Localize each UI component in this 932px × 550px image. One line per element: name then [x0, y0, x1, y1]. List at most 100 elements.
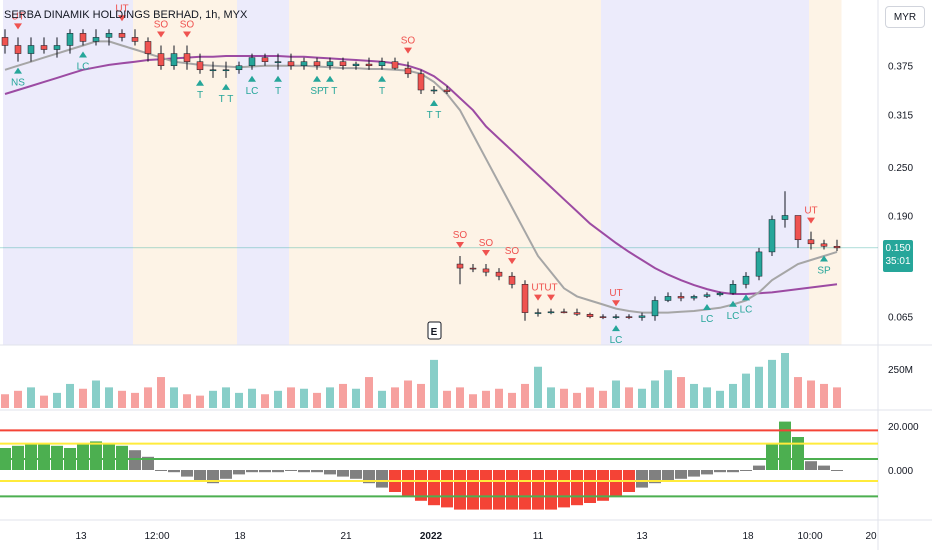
oscillator-bar: [519, 470, 531, 510]
oscillator-axis-tick: 20.000: [888, 422, 919, 433]
buy-marker-label: T T: [323, 86, 338, 97]
candle-body: [651, 300, 659, 317]
oscillator-bar: [753, 465, 765, 470]
bar-countdown: 35:01: [885, 256, 911, 267]
time-axis-tick: 21: [340, 531, 352, 542]
oscillator-bar: [441, 470, 453, 508]
time-axis-tick: 13: [75, 531, 87, 542]
buy-marker-label: LC: [610, 335, 623, 346]
candle-body: [794, 215, 802, 241]
volume-bar: [794, 377, 802, 408]
buy-marker-arrow: [222, 83, 230, 90]
sell-marker-label: SO: [154, 19, 169, 30]
price-axis-tick: 0.250: [888, 163, 913, 174]
candle-body: [495, 271, 503, 277]
time-axis-tick: 13: [636, 531, 648, 542]
oscillator-bar: [428, 470, 440, 506]
oscillator-bar: [324, 470, 336, 475]
oscillator-bar: [597, 470, 609, 501]
buy-marker-label: T: [275, 86, 281, 97]
candle-body: [469, 267, 477, 270]
candle-body: [209, 69, 217, 72]
volume-bar: [339, 383, 347, 408]
candle-body: [742, 275, 750, 285]
volume-bar: [66, 383, 74, 408]
volume-bar: [521, 383, 529, 408]
oscillator-bar: [168, 470, 180, 473]
sell-marker-arrow: [508, 258, 516, 265]
volume-bar: [573, 392, 581, 408]
oscillator-bar: [805, 461, 817, 470]
candle-body: [14, 45, 22, 54]
buy-marker-label: LC: [701, 314, 714, 325]
candle-body: [235, 65, 243, 71]
oscillator-bar: [77, 443, 89, 470]
sell-marker-label: UT: [544, 283, 557, 294]
buy-marker-arrow: [703, 304, 711, 311]
sell-marker-label: SO: [505, 246, 520, 257]
volume-bar: [248, 388, 256, 408]
volume-bar: [599, 390, 607, 408]
buy-marker-label: NS: [11, 78, 25, 89]
buy-marker-arrow: [729, 300, 737, 307]
volume-bar: [170, 387, 178, 408]
candle-body: [547, 311, 555, 314]
candle-body: [612, 316, 620, 318]
buy-marker-arrow: [326, 75, 334, 82]
candle-body: [92, 37, 100, 42]
sell-marker-arrow: [157, 31, 165, 38]
volume-bar: [404, 380, 412, 408]
volume-bar: [612, 380, 620, 408]
volume-bar: [430, 359, 438, 408]
volume-bar: [547, 387, 555, 408]
volume-bar: [651, 380, 659, 408]
volume-bar: [131, 392, 139, 408]
volume-bar: [14, 390, 22, 408]
time-axis-tick: 11: [533, 531, 544, 542]
buy-marker-arrow: [430, 100, 438, 107]
candle-body: [703, 294, 711, 297]
oscillator-bar: [272, 470, 284, 473]
buy-marker-arrow: [274, 75, 282, 82]
oscillator-bar: [532, 470, 544, 510]
candle-body: [508, 275, 516, 285]
candle-body: [196, 61, 204, 71]
volume-bar: [92, 380, 100, 408]
oscillator-bar: [298, 470, 310, 473]
candle-body: [716, 292, 724, 296]
candle-body: [313, 61, 321, 66]
volume-bar: [313, 392, 321, 408]
candle-body: [456, 263, 464, 269]
oscillator-bar: [51, 445, 63, 470]
oscillator-bar: [220, 470, 232, 479]
candle-body: [534, 312, 542, 314]
oscillator-bar: [571, 470, 583, 506]
candle-body: [40, 45, 48, 50]
volume-bar: [729, 383, 737, 408]
sell-marker-label: SO: [180, 19, 195, 30]
volume-bar: [560, 388, 568, 408]
oscillator-bar: [636, 470, 648, 488]
oscillator-bar: [740, 470, 752, 471]
oscillator-bar: [285, 470, 297, 471]
earnings-badge: [427, 321, 442, 340]
buy-marker-label: SP: [817, 265, 831, 276]
volume-bar: [781, 353, 789, 408]
time-axis-tick: 2022: [420, 531, 443, 542]
buy-marker-arrow: [820, 255, 828, 262]
volume-bar: [144, 387, 152, 408]
time-axis-tick: 18: [234, 531, 246, 542]
oscillator-bar: [454, 470, 466, 510]
time-axis-tick: 20: [865, 531, 877, 542]
oscillator-bar: [25, 443, 37, 470]
candle-body: [27, 45, 35, 54]
candle-body: [183, 53, 191, 62]
currency-button[interactable]: MYR: [885, 6, 925, 28]
oscillator-bar: [233, 470, 245, 475]
candle-body: [274, 61, 282, 63]
volume-bar: [274, 390, 282, 408]
candle-body: [560, 311, 568, 314]
sell-marker-label: UT: [609, 288, 622, 299]
volume-bar: [482, 390, 490, 408]
